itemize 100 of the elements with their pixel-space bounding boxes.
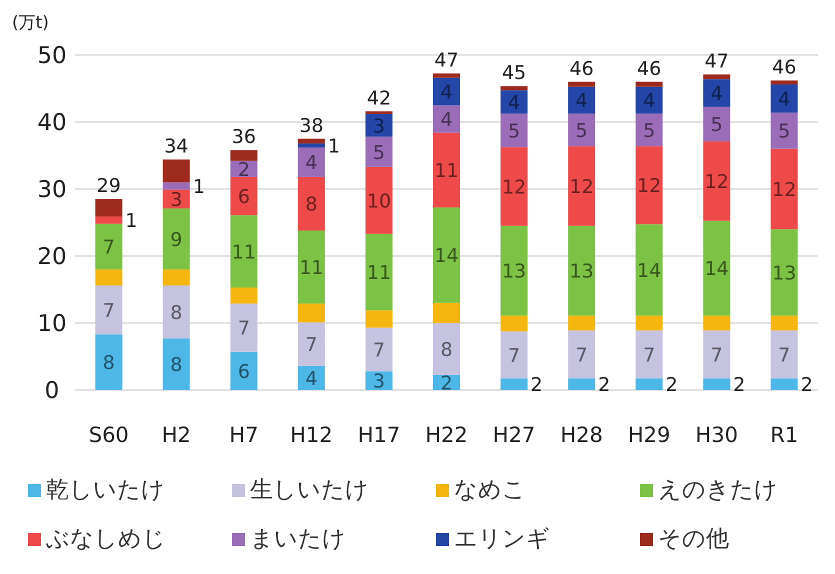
bar bbox=[568, 226, 596, 316]
x-tick-label: H28 bbox=[560, 423, 603, 447]
x-tick-label: H7 bbox=[229, 423, 258, 447]
x-tick-label: R1 bbox=[770, 423, 798, 447]
bar bbox=[636, 82, 663, 87]
bar bbox=[162, 338, 190, 390]
data-label: 4 bbox=[305, 368, 318, 390]
data-label: 12 bbox=[569, 176, 594, 198]
data-label: 7 bbox=[102, 300, 115, 322]
data-label: 13 bbox=[569, 260, 594, 283]
data-label: 2 bbox=[598, 374, 610, 396]
bar bbox=[298, 147, 325, 177]
total-label: 46 bbox=[569, 58, 594, 80]
bar bbox=[433, 207, 460, 303]
data-label: 8 bbox=[170, 354, 182, 376]
bar bbox=[433, 132, 460, 208]
legend-label: エリンギ bbox=[454, 526, 550, 552]
total-label: 29 bbox=[96, 175, 121, 198]
x-tick-label: H30 bbox=[695, 423, 738, 447]
data-label: 14 bbox=[434, 245, 459, 268]
bar bbox=[365, 328, 392, 372]
total-label: 47 bbox=[704, 50, 729, 72]
bar bbox=[95, 199, 122, 216]
bar bbox=[770, 378, 798, 390]
data-label: 4 bbox=[440, 82, 453, 104]
data-label: 7 bbox=[576, 344, 588, 366]
bar bbox=[230, 176, 258, 216]
data-label: 2 bbox=[440, 372, 453, 394]
bar bbox=[770, 330, 798, 378]
bar bbox=[230, 287, 258, 304]
total-label: 34 bbox=[164, 136, 188, 158]
x-tick-label: H12 bbox=[290, 423, 333, 447]
legend-label: 乾しいたけ bbox=[46, 477, 165, 503]
bar bbox=[636, 316, 663, 330]
legend-label: ぶなしめじ bbox=[46, 526, 166, 552]
bar bbox=[230, 150, 258, 161]
data-label: 5 bbox=[576, 120, 588, 142]
legend-label: えのきたけ bbox=[658, 477, 778, 503]
data-label: 8 bbox=[102, 352, 115, 374]
bar bbox=[298, 176, 325, 231]
bar bbox=[230, 215, 258, 288]
bar bbox=[95, 224, 122, 270]
data-label: 7 bbox=[710, 344, 723, 366]
data-label: 5 bbox=[372, 142, 385, 164]
data-label: 7 bbox=[238, 318, 250, 340]
data-label: 10 bbox=[366, 190, 392, 212]
data-label: 7 bbox=[643, 344, 656, 366]
bar bbox=[568, 378, 596, 390]
bar bbox=[365, 310, 392, 328]
data-label: 8 bbox=[440, 338, 453, 361]
legend-label: まいたけ bbox=[250, 526, 346, 552]
data-label: 4 bbox=[508, 92, 520, 114]
total-label: 47 bbox=[434, 49, 459, 72]
data-label: 9 bbox=[170, 228, 182, 251]
data-label: 7 bbox=[305, 334, 318, 356]
bar bbox=[568, 146, 596, 226]
data-label: 11 bbox=[299, 257, 324, 280]
data-label: 4 bbox=[710, 83, 723, 106]
y-tick-label: 30 bbox=[37, 177, 67, 203]
bar bbox=[95, 285, 122, 334]
x-tick-label: H22 bbox=[425, 423, 468, 447]
total-label: 36 bbox=[232, 126, 256, 148]
bar bbox=[230, 352, 258, 390]
legend-label: 生しいたけ bbox=[250, 477, 369, 503]
data-label: 4 bbox=[440, 108, 453, 131]
legend-label: その他 bbox=[658, 526, 729, 552]
data-label: 5 bbox=[643, 120, 656, 142]
data-label: 12 bbox=[502, 176, 526, 198]
bar bbox=[433, 73, 460, 78]
data-label: 1 bbox=[328, 135, 340, 158]
data-label: 7 bbox=[372, 339, 385, 362]
bar bbox=[298, 138, 325, 144]
bar bbox=[636, 224, 663, 316]
y-tick-label: 50 bbox=[37, 43, 67, 69]
bar bbox=[770, 84, 798, 113]
bar bbox=[636, 378, 663, 390]
bar bbox=[298, 322, 325, 366]
bar bbox=[770, 148, 798, 230]
data-label: 11 bbox=[434, 160, 459, 182]
y-tick-label: 20 bbox=[37, 244, 67, 270]
bar bbox=[703, 316, 730, 330]
bar bbox=[162, 269, 190, 286]
bar bbox=[433, 302, 460, 323]
bar bbox=[703, 74, 730, 80]
data-label: 3 bbox=[170, 189, 182, 212]
data-label: 14 bbox=[637, 260, 662, 282]
data-label: 2 bbox=[800, 374, 813, 396]
bar bbox=[770, 229, 798, 316]
bar bbox=[703, 106, 730, 142]
data-label: 14 bbox=[704, 258, 729, 280]
data-label: 13 bbox=[772, 262, 796, 284]
total-label: 46 bbox=[772, 56, 796, 78]
data-label: 6 bbox=[238, 360, 250, 383]
bar bbox=[500, 114, 528, 148]
bar bbox=[95, 334, 122, 390]
bar bbox=[770, 316, 798, 330]
bar bbox=[162, 182, 190, 190]
data-label: 5 bbox=[710, 114, 723, 136]
data-label: 4 bbox=[778, 88, 790, 111]
data-label: 4 bbox=[576, 90, 588, 112]
